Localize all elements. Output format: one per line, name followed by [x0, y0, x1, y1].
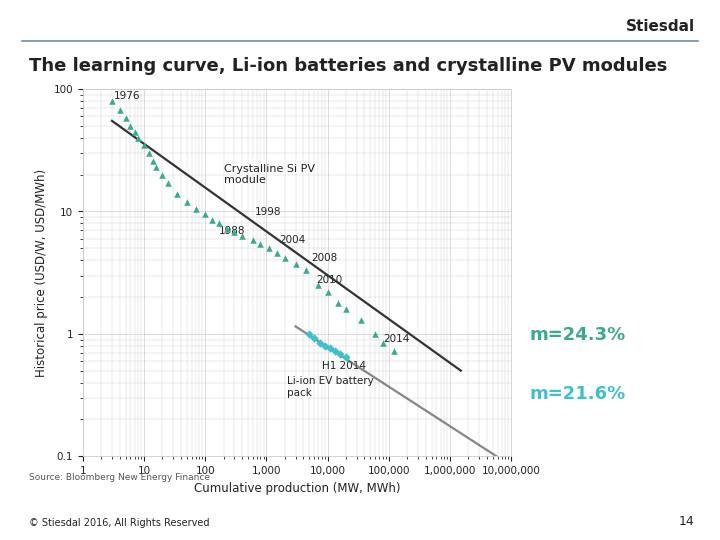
Point — [319, 341, 330, 350]
Text: 1976: 1976 — [114, 91, 140, 101]
Point — [333, 298, 344, 307]
Point — [236, 232, 248, 240]
Point — [163, 179, 174, 187]
Point — [314, 338, 325, 347]
Point — [147, 157, 158, 165]
Point — [120, 114, 131, 123]
Point — [150, 163, 162, 172]
Point — [325, 344, 336, 353]
Text: 2014: 2014 — [383, 334, 409, 344]
Text: Source: Bloomberg New Energy Finance: Source: Bloomberg New Energy Finance — [29, 472, 210, 482]
Point — [279, 253, 291, 262]
Point — [334, 350, 346, 359]
Point — [341, 353, 352, 361]
Text: m=24.3%: m=24.3% — [529, 326, 626, 344]
Point — [229, 228, 240, 237]
Text: Stiesdal: Stiesdal — [626, 19, 695, 34]
Point — [255, 240, 266, 248]
Point — [214, 219, 225, 228]
Point — [355, 316, 366, 325]
Text: 14: 14 — [679, 515, 695, 528]
Text: The learning curve, Li-ion batteries and crystalline PV modules: The learning curve, Li-ion batteries and… — [29, 57, 667, 75]
Point — [308, 334, 320, 343]
Text: 1988: 1988 — [220, 226, 246, 236]
Point — [143, 149, 155, 158]
Point — [181, 198, 192, 206]
Point — [377, 338, 389, 347]
Text: 1998: 1998 — [255, 207, 282, 217]
Text: H1 2014: H1 2014 — [322, 361, 366, 371]
Point — [129, 127, 140, 136]
Point — [312, 281, 324, 289]
Point — [388, 347, 400, 356]
Text: 2008: 2008 — [312, 253, 338, 263]
X-axis label: Cumulative production (MW, MWh): Cumulative production (MW, MWh) — [194, 482, 400, 495]
Y-axis label: Historical price (USD/W, USD/MWh): Historical price (USD/W, USD/MWh) — [35, 168, 48, 377]
Point — [157, 170, 168, 179]
Point — [264, 244, 275, 253]
Point — [222, 225, 233, 233]
Text: 2010: 2010 — [316, 275, 343, 285]
Point — [369, 329, 381, 338]
Point — [271, 248, 283, 257]
Text: 2004: 2004 — [279, 235, 305, 245]
Point — [247, 236, 258, 245]
Point — [303, 329, 315, 338]
Point — [207, 216, 218, 225]
Point — [199, 210, 211, 219]
Point — [171, 190, 183, 198]
Point — [114, 105, 125, 114]
Text: Crystalline Si PV
module: Crystalline Si PV module — [224, 164, 315, 185]
Point — [329, 347, 341, 356]
Point — [107, 97, 118, 105]
Point — [125, 122, 136, 130]
Text: © Stiesdal 2016, All Rights Reserved: © Stiesdal 2016, All Rights Reserved — [29, 518, 210, 528]
Point — [322, 288, 333, 296]
Point — [132, 133, 144, 142]
Point — [301, 266, 312, 275]
Text: m=21.6%: m=21.6% — [529, 385, 626, 403]
Text: Li-ion EV battery
pack: Li-ion EV battery pack — [287, 376, 374, 398]
Point — [290, 260, 302, 269]
Point — [341, 305, 352, 313]
Point — [190, 205, 202, 213]
Point — [138, 140, 150, 149]
